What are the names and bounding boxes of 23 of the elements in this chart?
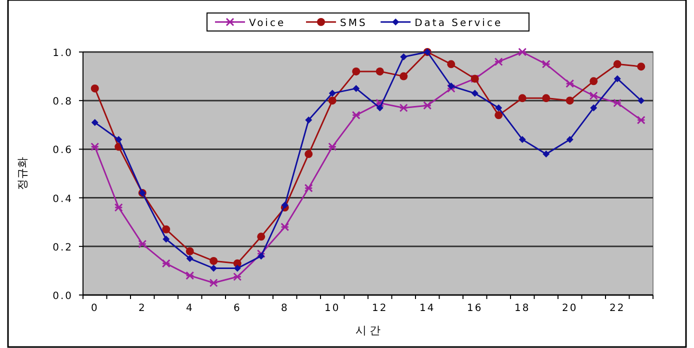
y-tick-label: 0.0 xyxy=(52,291,73,302)
x-tick-label: 16 xyxy=(467,303,483,314)
legend-label: Voice xyxy=(249,18,286,29)
x-tick-label: 4 xyxy=(186,303,194,314)
x-tick-label: 8 xyxy=(280,303,289,314)
y-tick-label: 0.2 xyxy=(52,242,73,254)
y-tick-label: 1.0 xyxy=(52,48,73,59)
x-tick-label: 0 xyxy=(90,303,99,314)
y-tick-label: 0.6 xyxy=(52,145,73,156)
y-axis-title: 정규화 xyxy=(17,157,29,190)
legend-label: Data Service xyxy=(414,18,503,29)
y-tick-label: 0.4 xyxy=(52,194,73,205)
x-tick-label: 2 xyxy=(138,303,146,314)
legend-label: SMS xyxy=(340,18,368,29)
x-tick-label: 20 xyxy=(562,303,578,314)
x-tick-label: 6 xyxy=(233,303,242,314)
x-tick-label: 14 xyxy=(420,303,436,314)
x-tick-label: 10 xyxy=(324,303,340,314)
x-tick-label: 18 xyxy=(514,303,530,314)
x-tick-label: 12 xyxy=(372,303,388,314)
y-tick-label: 0.8 xyxy=(52,96,73,108)
x-tick-label: 22 xyxy=(610,303,626,314)
x-axis-title: 시 간 xyxy=(355,325,381,337)
